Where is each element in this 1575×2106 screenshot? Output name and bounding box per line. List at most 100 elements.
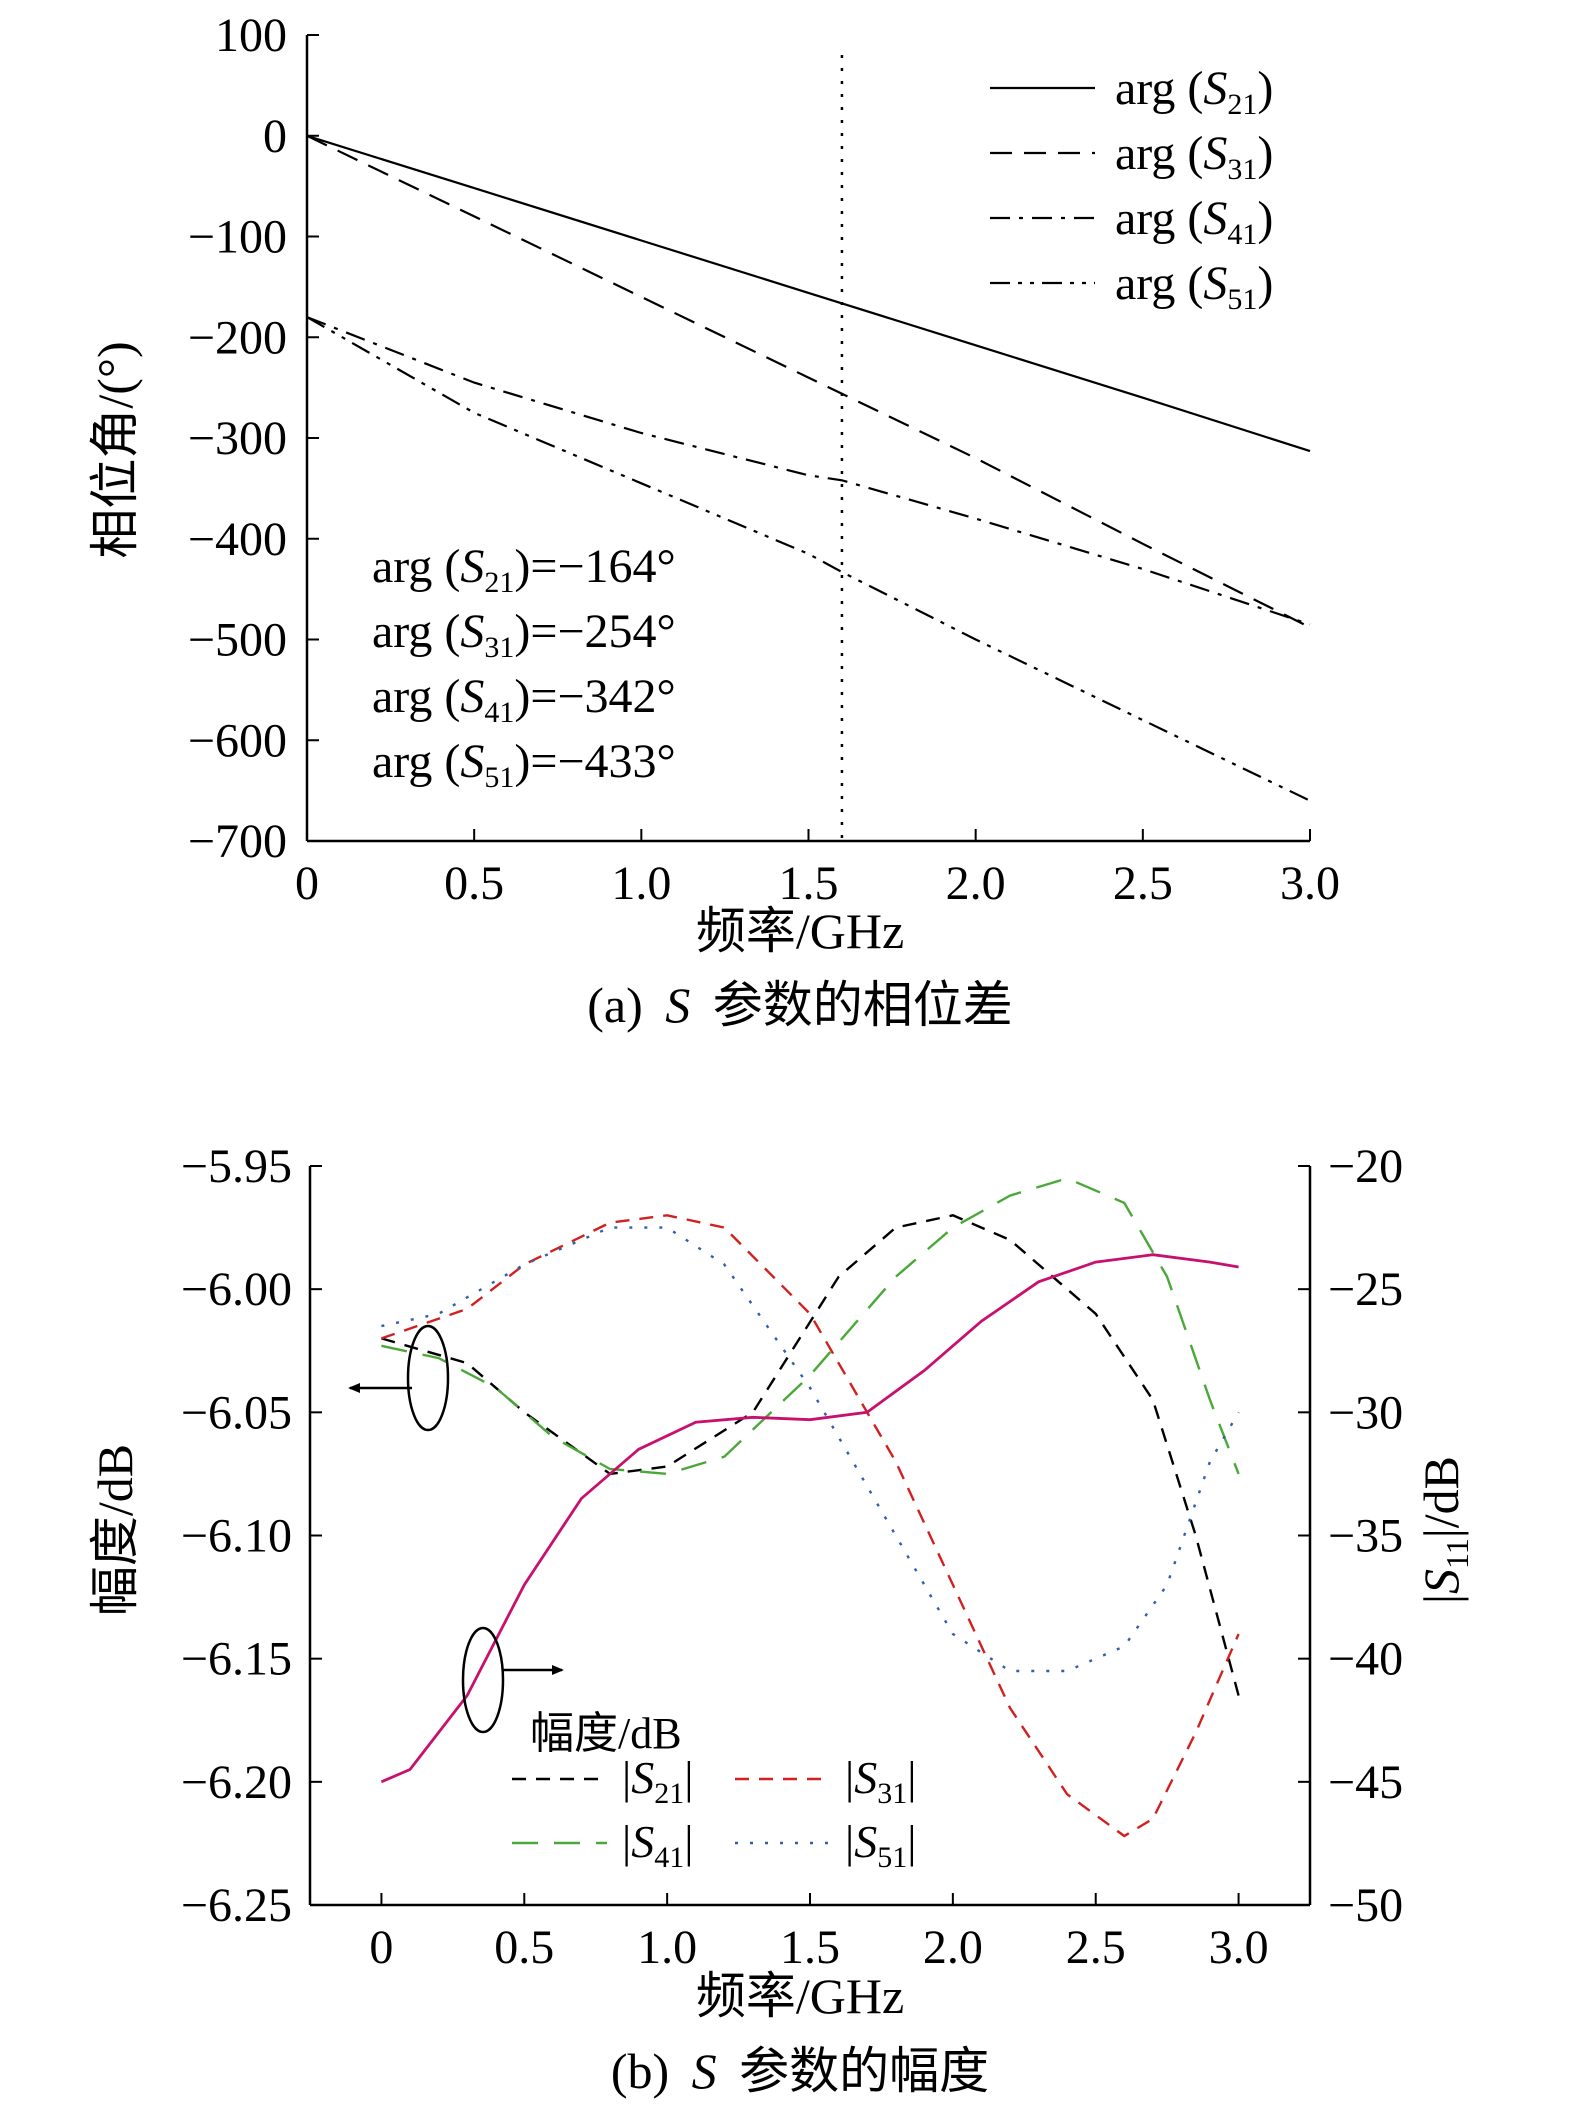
chart-b-series-line-s11 — [380, 1253, 1239, 1784]
chart-b-right-tick-label: −40 — [1328, 1633, 1403, 1686]
chart-b-left-tick-label: −6.10 — [181, 1510, 292, 1563]
annotation-text-subscript: 21 — [484, 566, 514, 599]
annotation-text-prefix: arg ( — [372, 605, 460, 658]
chart-b-x-tick-label: 2.0 — [923, 1921, 983, 1974]
chart-a-legend-label-s51: arg (S51) — [1115, 257, 1273, 316]
chart-a-caption: (a) S 参数的相位差 — [587, 977, 1013, 1033]
chart-b-x-tick-label: 1.0 — [637, 1921, 697, 1974]
chart-a-y-tick-label: −700 — [188, 815, 287, 868]
legend-text-subscript: 41 — [1227, 218, 1257, 251]
annotation-text-prefix: arg ( — [372, 735, 460, 788]
legend-text-bar: | — [684, 1752, 693, 1803]
legend-text-subscript: 21 — [654, 1777, 684, 1810]
chart-a-y-tick-label: 100 — [215, 9, 287, 62]
chart-a-y-tick-label: −300 — [188, 412, 287, 465]
chart-a-y-tick-label: −500 — [188, 614, 287, 667]
legend-text-suffix: ) — [1257, 127, 1273, 180]
chart-b-series-line-s51 — [381, 1226, 1240, 1673]
chart-a-series-line-s41 — [306, 316, 1311, 626]
chart-b-ticks: 0 0.5 1.0 1.5 2.0 2.5 3.0 −5.95 −6.00 −6.05 −6.10 −… — [181, 1140, 1403, 1974]
annotation-text-subscript: 31 — [484, 631, 514, 664]
chart-b-legend: |S21| |S31||S41| |S51| — [512, 1752, 916, 1874]
chart-b-right-tick-label: −45 — [1328, 1756, 1403, 1809]
chart-b-left-tick-label: −6.00 — [181, 1263, 292, 1316]
legend-text-subscript: 41 — [654, 1841, 684, 1874]
legend-text-prefix: arg ( — [1115, 127, 1203, 180]
annotation-text-value: )=−433° — [514, 735, 675, 788]
chart-a-caption-rest: 参数的相位差 — [713, 977, 1013, 1033]
legend-text-bar: | — [845, 1752, 854, 1803]
chart-b-caption-prefix: (b) — [611, 2043, 669, 2099]
chart-a-series — [306, 55, 1311, 841]
annotation-text-value: )=−342° — [514, 670, 675, 723]
chart-a-y-tick-label: −400 — [188, 513, 287, 566]
chart-b-x-tick-label: 1.5 — [780, 1921, 840, 1974]
legend-text-bar: | — [622, 1752, 631, 1803]
legend-text-bar: | — [845, 1816, 854, 1867]
annotation-text-s: S — [460, 605, 484, 658]
chart-a-caption-prefix: (a) — [587, 977, 643, 1033]
chart-a-x-tick-label: 2.0 — [946, 857, 1006, 910]
legend-text-s: S — [1203, 127, 1227, 180]
chart-a-y-tick-label: −100 — [188, 211, 287, 264]
chart-a-y-tick-label: −600 — [188, 714, 287, 767]
annotation-text-prefix: arg ( — [372, 540, 460, 593]
chart-b-axes — [308, 1166, 1312, 1907]
chart-b-legend-title: 幅度/dB — [530, 1709, 682, 1758]
chart-b-right-tick-label: −25 — [1328, 1263, 1403, 1316]
legend-text-s: S — [631, 1816, 654, 1867]
chart-a-legend-label-s41: arg (S41) — [1115, 192, 1273, 251]
legend-text-bar: | — [907, 1816, 916, 1867]
chart-b-left-tick-label: −6.25 — [181, 1879, 292, 1932]
chart-b-series-line-s31 — [381, 1214, 1240, 1838]
chart-b-left-tick-label: −6.20 — [181, 1756, 292, 1809]
chart-a-x-tick-label: 2.5 — [1113, 857, 1173, 910]
legend-text-bar: | — [907, 1752, 916, 1803]
legend-text-suffix: ) — [1257, 62, 1273, 115]
chart-b-left-tick-label: −6.05 — [181, 1386, 292, 1439]
legend-text-s: S — [631, 1752, 654, 1803]
annotation-text-subscript: 41 — [484, 696, 514, 729]
chart-a-legend-label-s31: arg (S31) — [1115, 127, 1273, 186]
chart-b-x-tick-label: 0.5 — [494, 1921, 554, 1974]
phase-difference-chart: 0 0.5 1.0 1.5 2.0 2.5 3.0 100 0 −100 −200 −300 −400 −… — [87, 9, 1340, 1033]
chart-a-ylabel: 相位角/(°) — [87, 341, 143, 558]
chart-b-right-tick-label: −35 — [1328, 1510, 1403, 1563]
chart-b-series-line-s21 — [381, 1214, 1240, 1696]
chart-a-x-tick-label: 1.0 — [611, 857, 671, 910]
chart-b-right-tick-label: −20 — [1328, 1140, 1403, 1193]
chart-a-x-tick-label: 0.5 — [444, 857, 504, 910]
chart-b-xlabel: 频率/GHz — [696, 1968, 904, 2024]
chart-b-legend-label-s51: |S51| — [845, 1816, 916, 1874]
legend-text-s: S — [854, 1752, 877, 1803]
chart-b-left-tick-label: −6.15 — [181, 1633, 292, 1686]
annotation-text-value: )=−164° — [514, 540, 675, 593]
legend-text-subscript: 31 — [1227, 153, 1257, 186]
legend-text-suffix: ) — [1257, 257, 1273, 310]
chart-a-annotation-s51: arg (S51)=−433° — [372, 735, 676, 794]
chart-a-series-line-s31 — [306, 134, 1311, 629]
chart-b-right-tick-label: −30 — [1328, 1386, 1403, 1439]
chart-b-axis-indicators — [348, 1324, 564, 1734]
annotation-text-s: S — [460, 735, 484, 788]
chart-b-right-tick-label: −50 — [1328, 1879, 1403, 1932]
legend-text-prefix: arg ( — [1115, 192, 1203, 245]
legend-text-subscript: 51 — [877, 1841, 907, 1874]
magnitude-chart: 0 0.5 1.0 1.5 2.0 2.5 3.0 −5.95 −6.00 −6.05 −6.10 −… — [87, 1140, 1475, 2099]
right-axis-indicator-ellipse — [461, 1626, 505, 1734]
chart-a-series-line-s21 — [306, 134, 1311, 453]
chart-a-xlabel: 频率/GHz — [696, 903, 904, 959]
legend-text-s: S — [1203, 192, 1227, 245]
chart-a-y-tick-label: −200 — [188, 311, 287, 364]
chart-a-x-tick-label: 0 — [295, 857, 319, 910]
chart-a-caption-s: S — [665, 977, 690, 1033]
chart-b-x-tick-label: 0 — [369, 1921, 393, 1974]
chart-b-caption-s: S — [692, 2043, 717, 2099]
legend-text-subscript: 51 — [1227, 283, 1257, 316]
chart-b-x-tick-label: 2.5 — [1066, 1921, 1126, 1974]
chart-a-annotation-s31: arg (S31)=−254° — [372, 605, 676, 664]
legend-text-subscript: 31 — [877, 1777, 907, 1810]
chart-a-x-tick-label: 1.5 — [779, 857, 839, 910]
legend-text-s: S — [1203, 62, 1227, 115]
